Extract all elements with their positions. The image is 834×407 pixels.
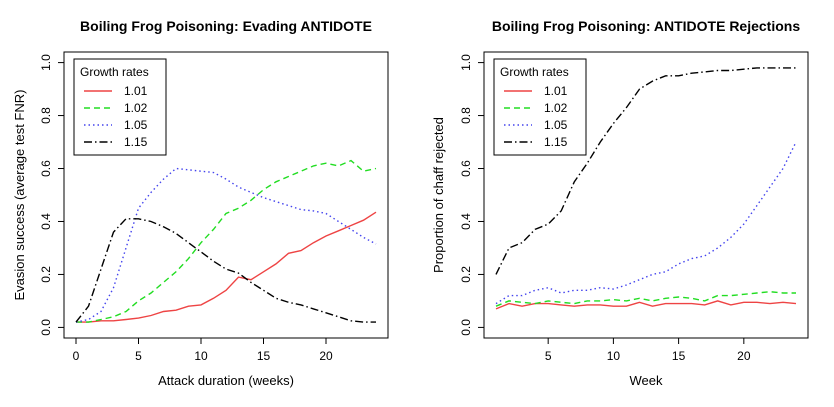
chart1-x-tick-label: 20 — [319, 349, 333, 363]
chart1-x-tick-label: 15 — [257, 349, 271, 363]
chart2-x-tick-label: 15 — [672, 349, 686, 363]
chart1-series-line-1-01 — [76, 211, 377, 323]
chart1-y-tick-label: 0.4 — [39, 213, 53, 230]
chart2-y-tick-label: 0.0 — [459, 319, 473, 336]
chart2-x-tick-label: 10 — [607, 349, 621, 363]
chart1-y-tick-label: 0.8 — [39, 107, 53, 124]
chart2-y-tick-label: 0.4 — [459, 213, 473, 230]
chart2-x-axis-label: Week — [630, 373, 663, 388]
chart2-legend-label: 1.01 — [544, 84, 568, 98]
chart2-legend-title: Growth rates — [500, 65, 569, 79]
chart1-y-tick-label: 0.2 — [39, 266, 53, 283]
chart1-legend-label: 1.01 — [124, 84, 148, 98]
chart1-series-line-1-05 — [75, 167, 377, 323]
chart1-x-tick-label: 5 — [135, 349, 142, 363]
chart1-y-axis-label: Evasion success (average test FNR) — [12, 90, 27, 301]
chart2-y-axis-label: Proportion of chaff rejected — [431, 117, 446, 273]
chart1-y-tick-label: 0.6 — [39, 160, 53, 177]
chart2-legend-label: 1.05 — [544, 118, 568, 132]
chart1-legend-label: 1.02 — [124, 101, 148, 115]
chart1-plot-frame — [63, 51, 389, 339]
chart1-y-tick-label: 0.0 — [39, 319, 53, 336]
chart1-legend-label: 1.15 — [124, 135, 148, 149]
chart2-series-line-1-05 — [495, 141, 797, 305]
chart2-legend-label: 1.02 — [544, 101, 568, 115]
chart2-legend-label: 1.15 — [544, 135, 568, 149]
chart2-y-tick-label: 0.8 — [459, 107, 473, 124]
chart1-y-tick-label: 1.0 — [39, 54, 53, 71]
chart2-series-line-1-02 — [495, 290, 796, 307]
chart2-plot-frame — [483, 51, 809, 339]
chart1-legend-label: 1.05 — [124, 118, 148, 132]
chart2-x-tick-label: 5 — [545, 349, 552, 363]
chart2-legend-box — [493, 58, 587, 156]
chart1-legend-title: Growth rates — [80, 65, 149, 79]
chart1-x-tick-label: 0 — [73, 349, 80, 363]
chart2-y-tick-label: 0.2 — [459, 266, 473, 283]
chart2-series-line-1-15 — [495, 67, 796, 275]
chart2-x-tick-label: 20 — [737, 349, 751, 363]
chart2-y-tick-label: 1.0 — [459, 54, 473, 71]
chart1-series-line-1-02 — [76, 159, 377, 323]
chart1-series-line-1-15 — [75, 218, 376, 323]
chart1-legend-box — [73, 58, 167, 156]
chart2-title: Boiling Frog Poisoning: ANTIDOTE Rejecti… — [492, 18, 800, 34]
chart1-x-tick-label: 10 — [194, 349, 208, 363]
chart1-title: Boiling Frog Poisoning: Evading ANTIDOTE — [80, 18, 372, 34]
chart2-series-line-1-01 — [495, 300, 797, 310]
chart2-y-tick-label: 0.6 — [459, 160, 473, 177]
chart1-x-axis-label: Attack duration (weeks) — [158, 373, 294, 388]
